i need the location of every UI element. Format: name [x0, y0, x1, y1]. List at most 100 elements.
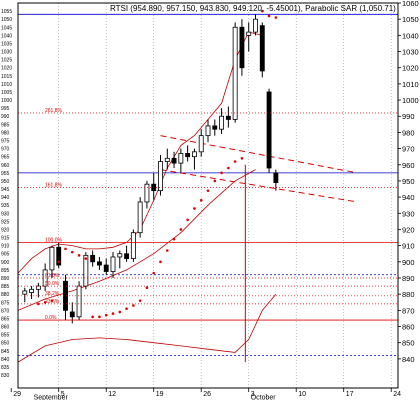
y-tick-label-left: 970: [1, 147, 10, 153]
sar-dot: [227, 166, 230, 170]
y-tick-label-left: 920: [1, 227, 10, 233]
sar-dot: [84, 257, 88, 260]
y-tick-label-right: 1010: [402, 80, 419, 89]
y-tick-label-left: 955: [1, 171, 10, 177]
y-tick-label-left: 980: [1, 130, 10, 136]
y-tick-label-left: 860: [1, 325, 10, 331]
sar-dot: [274, 16, 278, 19]
y-tick-label-right: 1020: [402, 64, 419, 73]
y-tick-label-left: 895: [1, 268, 10, 274]
bullish-candle: [219, 115, 225, 130]
y-tick-label-left: 965: [1, 155, 10, 161]
bullish-candle: [110, 256, 116, 272]
fib-level-label: 161.8%: [45, 182, 63, 188]
y-tick-label-left: 1005: [1, 90, 12, 96]
x-tick-label: 17: [346, 391, 354, 398]
bearish-candle: [212, 125, 218, 130]
bearish-candle: [96, 261, 102, 266]
y-tick-label-left: 865: [1, 316, 10, 322]
parabolic-sar-layer: [37, 9, 278, 319]
sar-dot: [240, 156, 244, 160]
bullish-candle: [232, 26, 238, 120]
bearish-candle: [69, 311, 75, 318]
y-tick-label-left: 1035: [1, 41, 12, 47]
x-tick-label: 29: [13, 391, 21, 398]
y-tick-label-left: 975: [1, 139, 10, 145]
sar-dot: [43, 300, 47, 304]
y-tick-label-left: 1010: [1, 82, 12, 88]
x-month-label: September: [34, 395, 69, 401]
sar-dot: [98, 315, 101, 319]
y-tick-label-right: 910: [402, 242, 415, 251]
y-tick-label-left: 945: [1, 187, 10, 193]
y-tick-label-left: 830: [1, 373, 10, 379]
sar-dot: [145, 286, 149, 290]
y-tick-label-right: 880: [402, 290, 415, 299]
fib-level-label: 100.0%: [45, 237, 63, 243]
y-tick-label-right: 970: [402, 145, 415, 154]
y-tick-label-left: 990: [1, 114, 10, 120]
y-tick-label-left: 850: [1, 341, 10, 347]
sar-dot: [125, 307, 128, 311]
y-tick-label-right: 1040: [402, 31, 419, 40]
y-tick-label-right: 1060: [402, 0, 419, 8]
sar-dot: [57, 260, 61, 264]
y-tick-label-left: 1025: [1, 58, 12, 64]
sar-dot: [118, 310, 122, 314]
y-tick-label-left: 1015: [1, 74, 12, 80]
sar-dot: [267, 14, 271, 18]
sar-dot: [165, 249, 169, 252]
bearish-candle: [90, 254, 96, 263]
fibonacci-labels-layer: 423.6%261.8%161.8%100.0%61.8%50.0%38.2%2…: [18, 108, 398, 321]
bearish-candle: [171, 157, 177, 164]
bullish-candle: [164, 157, 170, 162]
sar-dot: [111, 312, 115, 315]
y-tick-label-left: 875: [1, 300, 10, 306]
y-tick-label-right: 960: [402, 161, 415, 170]
fib-level-label: 61.8%: [45, 273, 60, 279]
bullish-candle: [117, 253, 123, 258]
y-tick-label-left: 885: [1, 284, 10, 290]
sar-dot: [152, 271, 156, 275]
y-tick-label-left: 880: [1, 292, 10, 298]
trendline: [160, 169, 358, 203]
horizontal-lines-layer: [18, 13, 398, 357]
bullish-candle: [158, 161, 163, 192]
sar-dot: [220, 171, 223, 175]
y-tick-label-right: 930: [402, 209, 415, 218]
middle-band-line: [17, 169, 256, 311]
bearish-candle: [273, 172, 279, 183]
bullish-candle: [76, 285, 82, 318]
y-tick-label-left: 1055: [1, 9, 12, 15]
chart-title: RTSI (954.890, 957.150, 943.830, 949.120…: [110, 4, 396, 13]
sar-dot: [260, 9, 264, 13]
sar-dot: [37, 302, 40, 306]
y-tick-label-right: 900: [402, 258, 415, 267]
y-tick-label-right: 980: [402, 128, 415, 137]
y-tick-label-left: 845: [1, 349, 10, 355]
y-tick-label-left: 1050: [1, 17, 12, 23]
y-tick-label-left: 910: [1, 244, 10, 250]
fib-level-label: 50.0%: [45, 281, 60, 287]
y-tick-label-right: 990: [402, 112, 415, 121]
y-tick-label-left: 985: [1, 122, 10, 128]
bullish-candle: [137, 201, 143, 234]
fib-level-label: 261.8%: [45, 108, 63, 114]
sar-dot: [199, 199, 203, 202]
x-tick-label: 3: [251, 391, 255, 398]
y-tick-label-right: 1030: [402, 48, 419, 57]
y-tick-label-left: 900: [1, 260, 10, 266]
x-month-label: October: [251, 395, 277, 401]
bullish-candle: [198, 135, 204, 153]
bearish-candle: [56, 246, 62, 266]
y-tick-label-left: 855: [1, 333, 10, 339]
sar-dot: [159, 260, 162, 264]
sar-dot: [186, 218, 189, 222]
bullish-candle: [178, 153, 184, 164]
sar-dot: [104, 313, 108, 317]
y-tick-label-left: 915: [1, 236, 10, 242]
y-tick-label-left: 1030: [1, 50, 12, 56]
bearish-candle: [103, 264, 109, 272]
